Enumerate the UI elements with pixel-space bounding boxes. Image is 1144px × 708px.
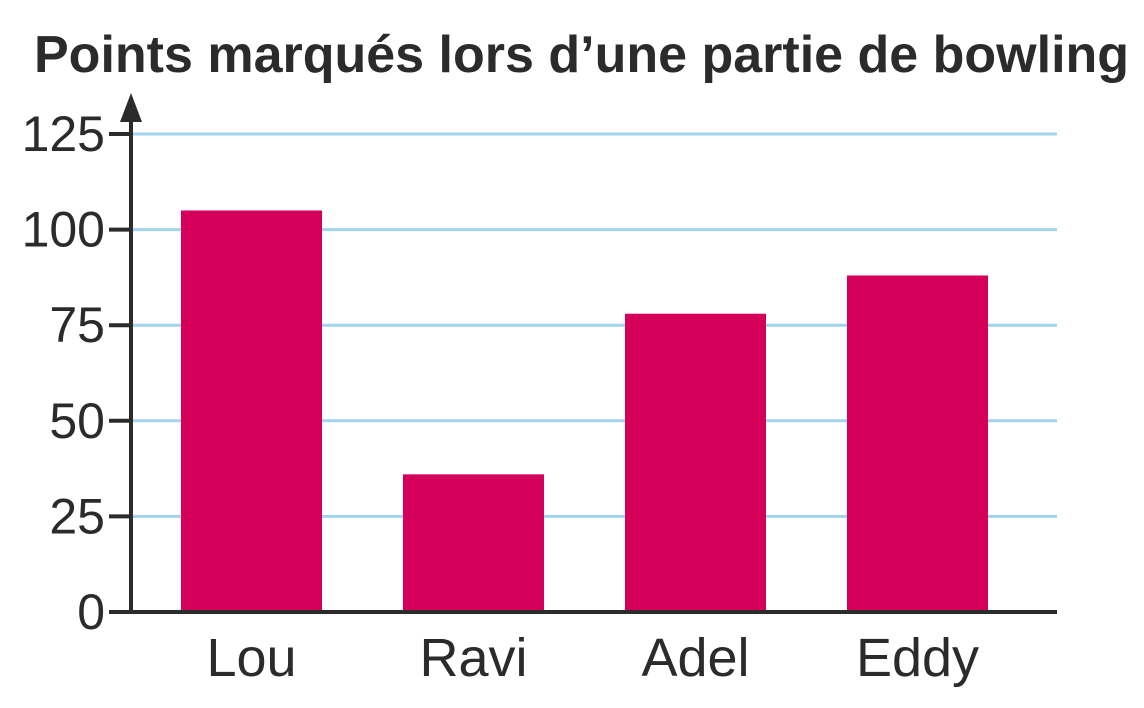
y-tick-label-125: 125 [22,106,105,162]
bars [181,210,988,613]
y-tick-label-50: 50 [49,393,105,449]
bar-ravi [403,474,544,612]
axes [120,93,1057,614]
x-tick-label-ravi: Ravi [419,628,527,688]
x-axis-labels: Lou Ravi Adel Eddy [206,628,979,688]
y-tick-label-25: 25 [49,488,105,544]
bar-eddy [847,275,988,612]
y-tick-label-100: 100 [22,202,105,258]
y-tick-label-0: 0 [77,584,105,640]
y-axis-arrow [120,93,142,122]
x-tick-label-eddy: Eddy [856,628,979,688]
y-tick-label-75: 75 [49,297,105,353]
x-tick-label-adel: Adel [641,628,749,688]
y-axis-ticks: 0 25 50 75 100 125 [22,106,131,640]
chart-title: Points marqués lors d’une partie de bowl… [34,26,1129,84]
x-tick-label-lou: Lou [206,628,296,688]
bar-adel [625,313,766,612]
bar-lou [181,210,322,613]
